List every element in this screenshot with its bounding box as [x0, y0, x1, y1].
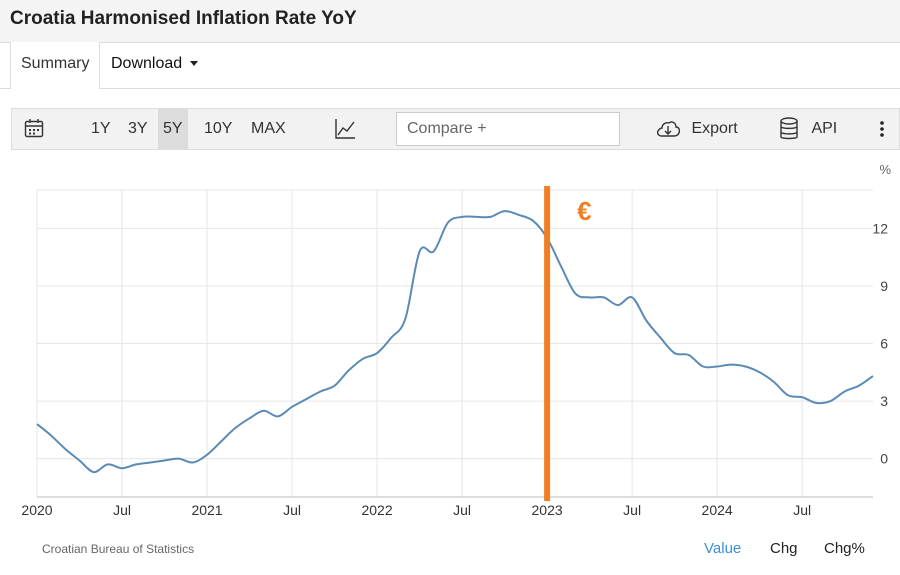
source-label: Croatian Bureau of Statistics: [42, 542, 195, 556]
y-tick-label: 12: [872, 220, 888, 236]
range-max-button[interactable]: MAX: [251, 120, 286, 137]
compare-input[interactable]: [396, 112, 620, 146]
page-title: Croatia Harmonised Inflation Rate YoY: [10, 8, 357, 29]
x-tick-label: 2024: [702, 502, 733, 518]
chart-area: 0 3 6 9 12% 2020 Jul 2021 Jul 2022 Jul 2023 Jul 2024 J…: [0, 150, 900, 570]
tab-chg[interactable]: Chg: [770, 540, 798, 557]
x-tick-label: Jul: [793, 502, 811, 518]
y-tick-label: 6: [880, 336, 888, 352]
export-button[interactable]: Export: [655, 109, 738, 149]
tab-summary[interactable]: Summary: [10, 42, 101, 89]
api-label: API: [811, 120, 838, 138]
range-3y-button[interactable]: 3Y: [128, 120, 148, 137]
range-1y-button[interactable]: 1Y: [91, 120, 111, 137]
x-tick-label: 2020: [21, 502, 52, 518]
y-tick-label: 3: [880, 393, 888, 409]
export-label: Export: [691, 120, 738, 138]
y-tick-label: 0: [880, 451, 888, 467]
series-line: [36, 210, 874, 474]
range-10y-button[interactable]: 10Y: [204, 120, 233, 137]
tab-download-label: Download: [111, 55, 183, 72]
y-tick-label: 9: [880, 278, 888, 294]
x-tick-label: Jul: [453, 502, 471, 518]
api-button[interactable]: API: [779, 109, 837, 149]
x-tick-label: 2021: [191, 502, 222, 518]
database-icon: [780, 117, 798, 140]
x-tick-label: 2023: [532, 502, 563, 518]
euro-annotation-label: €: [577, 196, 591, 226]
tab-download[interactable]: Download: [101, 42, 208, 88]
inflation-line-chart: 0 3 6 9 12% 2020 Jul 2021 Jul 2022 Jul 2023 Jul 2024 J…: [21, 162, 891, 518]
x-tick-label: 2022: [361, 502, 392, 518]
calendar-icon[interactable]: [24, 109, 44, 149]
cloud-download-icon: [656, 121, 681, 137]
tab-chg-percent[interactable]: Chg%: [824, 540, 865, 557]
caret-down-icon: [190, 61, 199, 67]
y-unit-label: %: [879, 162, 891, 177]
x-tick-label: Jul: [623, 502, 641, 518]
x-tick-label: Jul: [113, 502, 131, 518]
tab-bar: Summary Download: [0, 42, 900, 89]
x-tick-label: Jul: [283, 502, 301, 518]
title-bar: Croatia Harmonised Inflation Rate YoY: [0, 0, 900, 43]
line-chart-icon[interactable]: [334, 109, 356, 149]
more-options-icon[interactable]: [878, 109, 886, 149]
chart-toolbar: 1Y 3Y 5Y 10Y MAX Export API: [11, 108, 900, 150]
range-5y-button[interactable]: 5Y: [158, 109, 188, 149]
tab-value[interactable]: Value: [704, 540, 742, 557]
